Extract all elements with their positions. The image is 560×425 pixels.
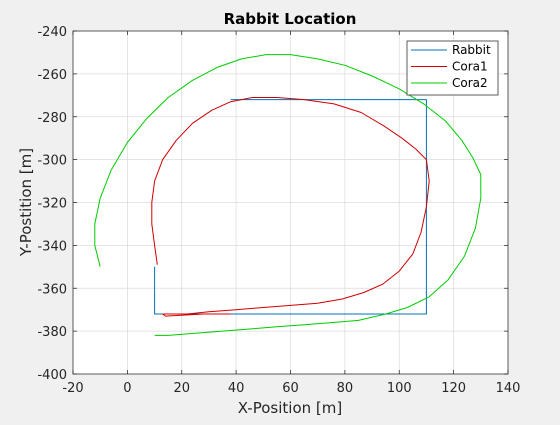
x-tick-label: 140 — [496, 381, 521, 396]
x-tick-label: 20 — [173, 381, 190, 396]
chart-title: Rabbit Location — [224, 10, 357, 28]
legend: Rabbit Cora1 Cora2 — [406, 40, 499, 96]
y-tick-label: -360 — [37, 282, 67, 297]
x-tick-label: 80 — [337, 381, 354, 396]
legend-label-cora2: Cora2 — [452, 76, 488, 90]
y-axis-label: Y-Postition [m] — [17, 148, 35, 257]
ticks — [72, 30, 509, 375]
x-axis-label: X-Position [m] — [238, 399, 342, 417]
tick-labels: -20 0 20 40 60 80 100 120 140 -400 -380 -360 -340 -32… — [37, 25, 520, 396]
y-tick-label: -320 — [37, 197, 67, 212]
y-tick-label: -300 — [37, 154, 67, 169]
grid — [73, 31, 508, 374]
x-tick-label: 0 — [123, 381, 131, 396]
legend-label-cora1: Cora1 — [452, 60, 488, 74]
y-tick-label: -400 — [37, 368, 67, 383]
x-tick-label: 60 — [282, 381, 299, 396]
legend-label-rabbit: Rabbit — [452, 43, 491, 57]
y-tick-label: -240 — [37, 25, 67, 40]
x-tick-label: 40 — [228, 381, 245, 396]
y-tick-label: -380 — [37, 325, 67, 340]
series-line-rabbit — [154, 99, 427, 315]
x-tick-label: 100 — [387, 381, 412, 396]
y-tick-label: -340 — [37, 239, 67, 254]
y-tick-label: -280 — [37, 111, 67, 126]
series-layer — [94, 54, 482, 336]
x-tick-label: -20 — [62, 381, 83, 396]
series-line-cora1 — [151, 97, 430, 317]
x-tick-label: 120 — [441, 381, 466, 396]
series-line-cora2 — [94, 54, 482, 336]
y-tick-label: -260 — [37, 68, 67, 83]
